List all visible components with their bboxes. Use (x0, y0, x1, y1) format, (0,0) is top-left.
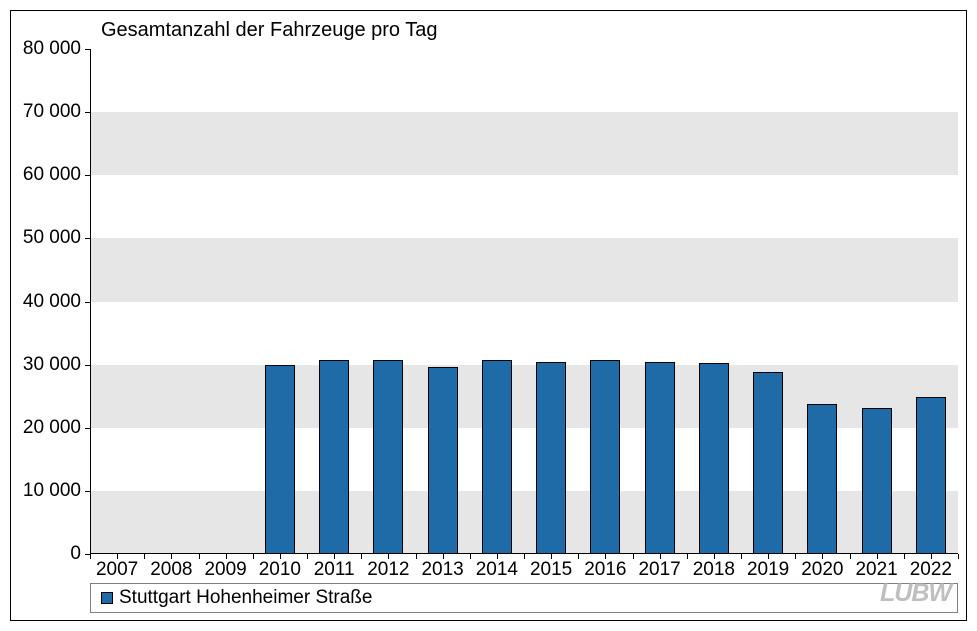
x-tick-mark (307, 554, 308, 559)
bar (645, 362, 675, 554)
x-tick-mark (416, 554, 417, 559)
x-tick-mark (850, 554, 851, 559)
y-tick-mark (85, 302, 90, 303)
x-tick-label: 2019 (747, 559, 789, 581)
x-tick-mark (171, 554, 172, 559)
x-tick-label: 2010 (259, 559, 301, 581)
x-tick-mark (361, 554, 362, 559)
x-tick-mark (280, 554, 281, 559)
x-tick-mark (795, 554, 796, 559)
x-tick-mark (822, 554, 823, 559)
x-tick-mark (334, 554, 335, 559)
bar (590, 360, 620, 554)
x-tick-mark (958, 554, 959, 559)
bar (482, 360, 512, 554)
legend-swatch-icon (101, 592, 113, 604)
x-tick-label: 2020 (801, 559, 843, 581)
x-tick-label: 2007 (96, 559, 138, 581)
y-axis-line (90, 49, 91, 554)
plot-area (90, 49, 958, 554)
y-tick-label: 40 000 (11, 291, 81, 313)
legend: Stuttgart Hohenheimer Straße LUBW (90, 583, 958, 613)
bar (862, 408, 892, 554)
y-tick-label: 0 (11, 543, 81, 565)
grid-band (90, 112, 958, 175)
y-tick-label: 80 000 (11, 38, 81, 60)
x-tick-label: 2008 (150, 559, 192, 581)
x-tick-mark (578, 554, 579, 559)
x-tick-mark (931, 554, 932, 559)
x-tick-mark (226, 554, 227, 559)
y-tick-mark (85, 428, 90, 429)
x-tick-mark (497, 554, 498, 559)
x-tick-mark (877, 554, 878, 559)
bar (373, 360, 403, 554)
grid-band (90, 238, 958, 301)
x-tick-mark (388, 554, 389, 559)
x-tick-mark (687, 554, 688, 559)
y-tick-mark (85, 491, 90, 492)
x-tick-label: 2018 (693, 559, 735, 581)
y-tick-mark (85, 112, 90, 113)
bar (265, 365, 295, 554)
x-tick-label: 2015 (530, 559, 572, 581)
x-tick-mark (904, 554, 905, 559)
y-tick-mark (85, 365, 90, 366)
y-tick-mark (85, 175, 90, 176)
x-tick-label: 2011 (314, 559, 355, 581)
x-tick-mark (605, 554, 606, 559)
x-tick-mark (90, 554, 91, 559)
x-tick-mark (660, 554, 661, 559)
x-tick-mark (633, 554, 634, 559)
x-tick-label: 2021 (855, 559, 897, 581)
y-tick-mark (85, 49, 90, 50)
x-tick-mark (470, 554, 471, 559)
y-tick-mark (85, 238, 90, 239)
x-tick-mark (443, 554, 444, 559)
x-tick-label: 2014 (476, 559, 518, 581)
x-tick-mark (253, 554, 254, 559)
bar (753, 372, 783, 554)
y-tick-label: 60 000 (11, 164, 81, 186)
x-tick-label: 2013 (421, 559, 463, 581)
x-tick-label: 2017 (638, 559, 680, 581)
legend-label: Stuttgart Hohenheimer Straße (119, 587, 372, 609)
x-tick-mark (714, 554, 715, 559)
y-tick-label: 20 000 (11, 417, 81, 439)
x-tick-mark (199, 554, 200, 559)
bar (807, 404, 837, 554)
y-tick-label: 30 000 (11, 354, 81, 376)
x-tick-label: 2009 (204, 559, 246, 581)
chart-title: Gesamtanzahl der Fahrzeuge pro Tag (101, 19, 438, 42)
x-tick-label: 2016 (584, 559, 626, 581)
bar (536, 362, 566, 554)
x-tick-mark (768, 554, 769, 559)
x-tick-label: 2022 (910, 559, 952, 581)
x-tick-mark (144, 554, 145, 559)
x-tick-mark (551, 554, 552, 559)
bar (428, 367, 458, 554)
logo: LUBW (880, 579, 951, 608)
x-tick-mark (524, 554, 525, 559)
bar (916, 397, 946, 554)
y-tick-label: 10 000 (11, 480, 81, 502)
x-tick-mark (741, 554, 742, 559)
chart-container: Gesamtanzahl der Fahrzeuge pro Tag 0 10 0… (10, 10, 967, 621)
x-tick-label: 2012 (367, 559, 409, 581)
bar (699, 363, 729, 554)
y-tick-label: 70 000 (11, 101, 81, 123)
y-tick-label: 50 000 (11, 227, 81, 249)
bar (319, 360, 349, 554)
x-tick-mark (117, 554, 118, 559)
